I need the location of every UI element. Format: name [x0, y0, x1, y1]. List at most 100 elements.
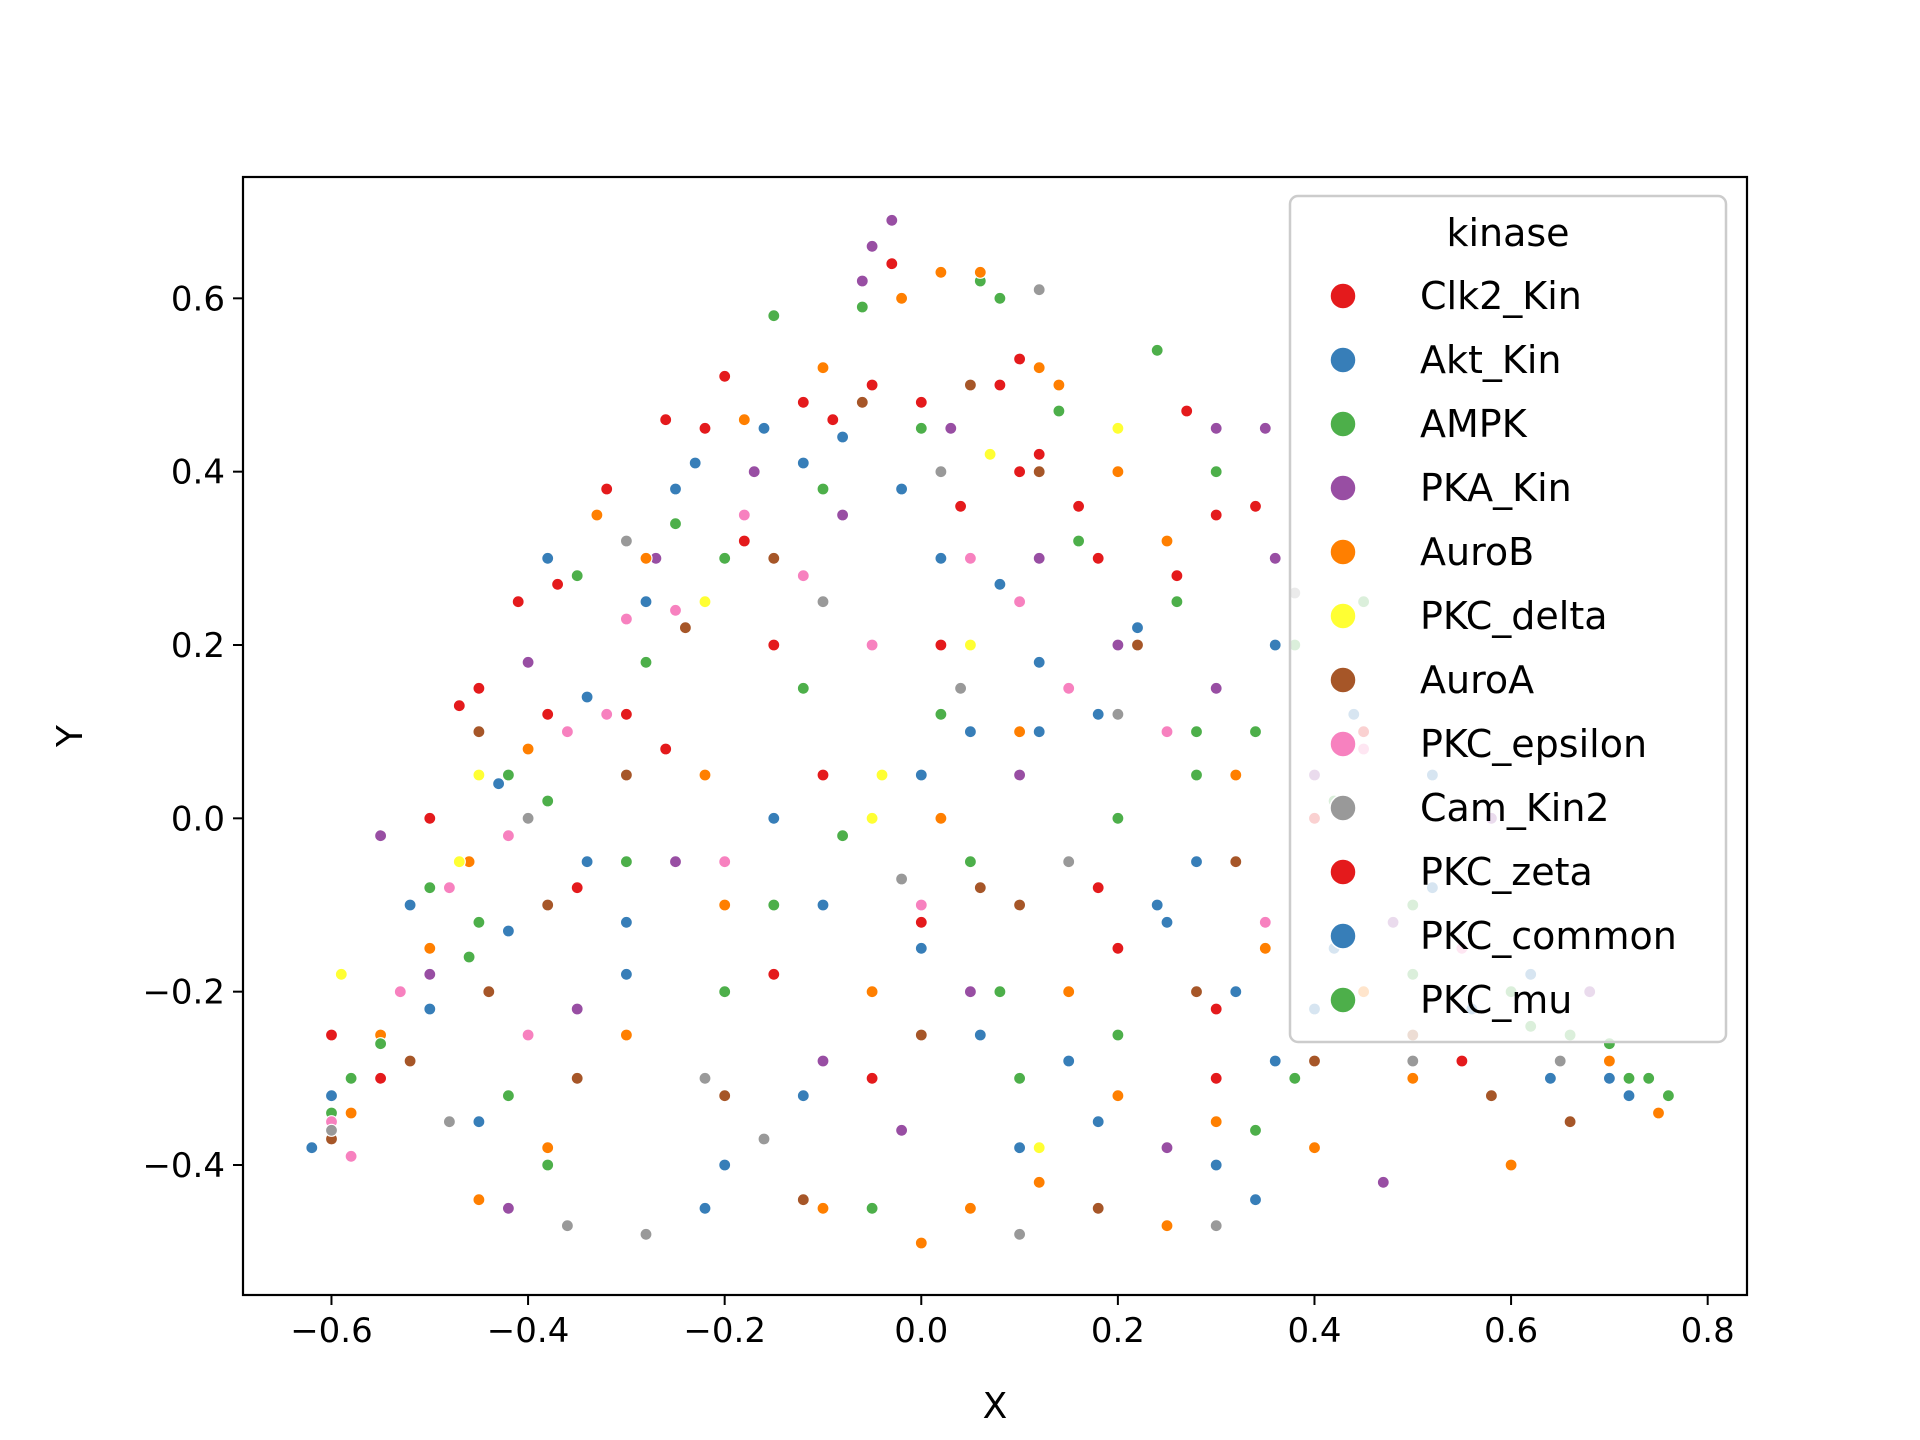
point-auroa-7: [855, 395, 869, 409]
point-akt-kin-28: [541, 551, 555, 565]
point-pka-kin-12: [1111, 638, 1125, 652]
point-clk2-kin-28: [934, 638, 948, 652]
point-cam-kin2-11: [1062, 855, 1076, 869]
point-clk2-kin-14: [1209, 508, 1223, 522]
point-aurob-11: [973, 265, 987, 279]
point-pkc-common-13: [1543, 1071, 1558, 1085]
point-pkc-epsilon-5: [560, 725, 575, 739]
legend-marker: [1329, 410, 1357, 438]
legend-marker: [1329, 986, 1357, 1014]
point-aurob-34: [472, 1193, 486, 1207]
point-pkc-mu-17: [767, 898, 781, 912]
point-pkc-common-4: [668, 482, 683, 496]
x-axis-label: X: [983, 1386, 1008, 1427]
y-tick-label: 0.0: [171, 799, 225, 839]
point-clk2-kin-16: [816, 768, 830, 782]
point-ampk-23: [1111, 811, 1125, 825]
point-auroa-6: [767, 551, 781, 565]
x-tick-label: −0.6: [290, 1311, 373, 1351]
point-pkc-mu-2: [462, 950, 476, 964]
point-ampk-16: [1661, 1089, 1676, 1103]
point-pka-kin-4: [1258, 421, 1272, 435]
y-tick-label: −0.4: [142, 1146, 225, 1186]
point-akt-kin-18: [1130, 621, 1145, 635]
point-pka-kin-20: [570, 1002, 584, 1016]
point-pkc-zeta-2: [659, 413, 673, 427]
point-pkc-common-1: [423, 1002, 437, 1016]
point-pka-kin-10: [944, 421, 958, 435]
point-aurob-4: [521, 742, 535, 756]
point-aurob-7: [737, 413, 751, 427]
point-aurob-19: [816, 1201, 830, 1215]
point-ampk-19: [934, 707, 948, 721]
point-pkc-zeta-3: [796, 395, 810, 409]
point-aurob-25: [1307, 1141, 1322, 1155]
point-cam-kin2-6: [757, 1132, 771, 1146]
point-aurob-28: [1602, 1054, 1617, 1068]
point-pkc-common-24: [1268, 638, 1282, 652]
point-pkc-common-6: [835, 430, 850, 444]
point-pkc-common-21: [619, 915, 634, 929]
legend-label: PKC_epsilon: [1420, 722, 1647, 766]
point-pkc-common-5: [757, 421, 771, 435]
legend-label: PKA_Kin: [1420, 466, 1572, 510]
point-pka-kin-8: [747, 465, 761, 479]
point-akt-kin-10: [1189, 855, 1204, 869]
point-pkc-common-8: [1032, 725, 1046, 739]
point-pkc-common-16: [796, 1089, 810, 1103]
point-pkc-zeta-11: [914, 915, 928, 929]
point-ampk-27: [835, 829, 850, 843]
point-pkc-epsilon-15: [718, 855, 732, 869]
point-clk2-kin-17: [659, 742, 673, 756]
point-cam-kin2-9: [953, 681, 968, 695]
legend-label: AuroA: [1420, 658, 1534, 702]
point-pkc-delta-6: [875, 768, 889, 782]
point-pkc-zeta-6: [1071, 499, 1086, 513]
point-aurob-26: [1406, 1071, 1420, 1085]
point-pka-kin-23: [374, 829, 388, 843]
point-pkc-zeta-0: [452, 699, 466, 713]
point-clk2-kin-8: [885, 257, 899, 271]
point-pka-kin-6: [521, 655, 535, 669]
point-pkc-mu-24: [1189, 768, 1204, 782]
point-pkc-mu-9: [1071, 534, 1086, 548]
point-pka-kin-3: [1209, 421, 1223, 435]
legend-marker: [1329, 730, 1357, 758]
point-pkc-delta-1: [452, 855, 466, 869]
point-akt-kin-4: [639, 595, 653, 609]
point-pkc-epsilon-16: [914, 898, 928, 912]
legend-label: AuroB: [1420, 530, 1534, 574]
point-aurob-22: [1032, 1175, 1046, 1189]
point-akt-kin-23: [472, 1115, 486, 1129]
point-pkc-epsilon-8: [737, 508, 751, 522]
point-clk2-kin-9: [914, 395, 928, 409]
point-cam-kin2-0: [1032, 283, 1046, 297]
point-ampk-24: [1248, 1123, 1263, 1137]
legend: kinase Clk2_Kin Akt_Kin AMPK PKA_Kin AuroB PK…: [1288, 194, 1728, 1044]
point-pkc-zeta-13: [1209, 1002, 1223, 1016]
point-ampk-8: [1052, 404, 1066, 418]
point-cam-kin2-4: [639, 1227, 653, 1241]
point-pkc-common-10: [1229, 985, 1243, 999]
point-pkc-mu-8: [993, 291, 1007, 305]
legend-marker: [1329, 602, 1357, 630]
point-ampk-0: [344, 1071, 358, 1085]
point-pkc-delta-5: [1111, 421, 1125, 435]
point-cam-kin2-12: [1209, 1219, 1223, 1233]
point-pkc-delta-7: [963, 638, 978, 652]
point-pkc-epsilon-12: [1062, 681, 1076, 695]
x-tick-label: 0.2: [1091, 1311, 1145, 1351]
point-aurob-8: [816, 361, 830, 375]
point-pkc-delta-8: [1032, 1141, 1046, 1155]
point-clk2-kin-18: [541, 707, 555, 721]
point-pkc-zeta-5: [993, 378, 1007, 392]
point-pka-kin-26: [894, 1123, 909, 1137]
point-auroa-5: [678, 621, 693, 635]
point-pkc-epsilon-21: [521, 1028, 535, 1042]
point-auroa-20: [1091, 1201, 1105, 1215]
legend-marker: [1329, 858, 1357, 886]
point-ampk-15: [1622, 1071, 1636, 1085]
point-auroa-17: [718, 1089, 732, 1103]
point-clk2-kin-10: [953, 499, 968, 513]
